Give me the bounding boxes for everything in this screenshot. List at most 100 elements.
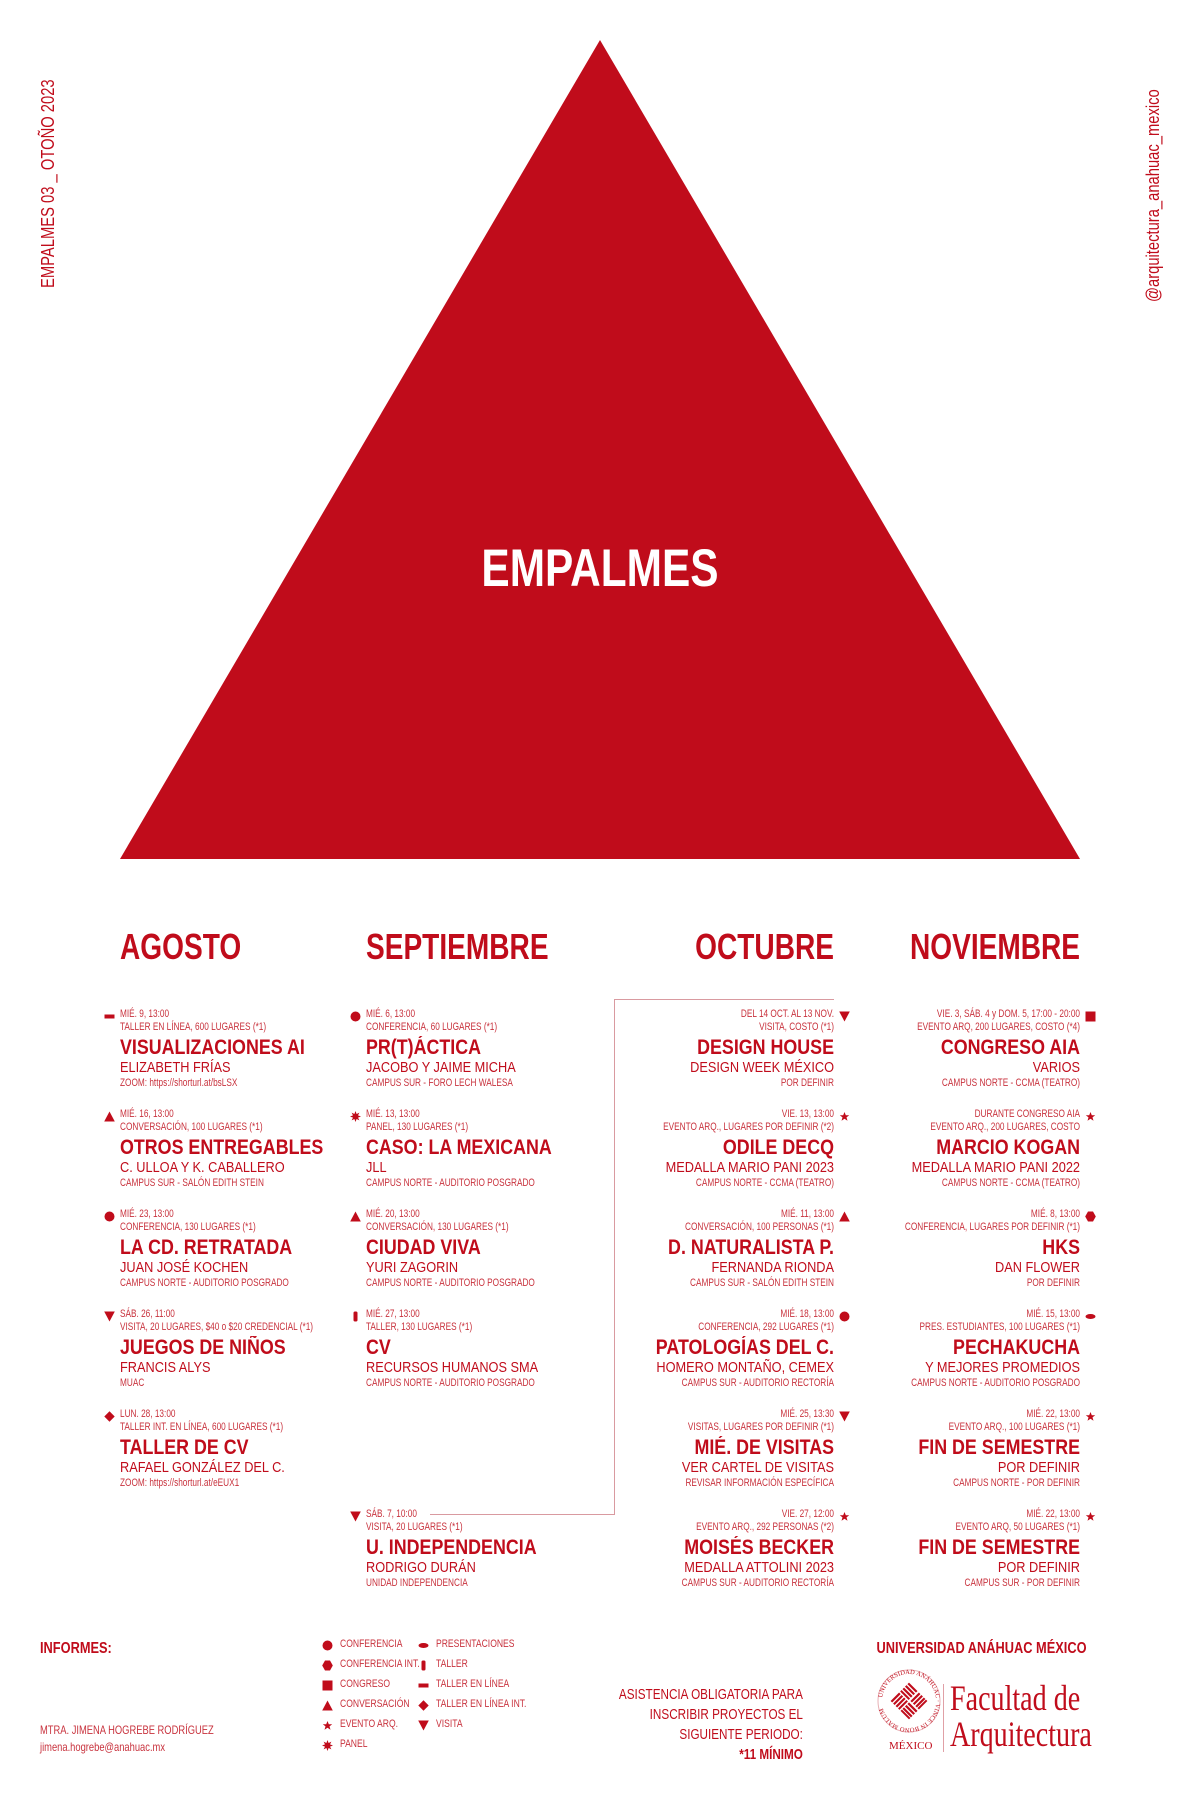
event-card: LUN. 28, 13:00 TALLER INT. EN LÍNEA, 600 …: [104, 1408, 420, 1498]
event-card: MIÉ. 18, 13:00 CONFERENCIA, 292 LUGARES (…: [534, 1308, 850, 1398]
event-location[interactable]: ZOOM: https://shorturl.at/eEUX1: [120, 1477, 240, 1489]
event-date: MIÉ. 23, 13:00: [120, 1208, 174, 1220]
event-title: MOISÉS BECKER: [684, 1536, 834, 1559]
event-subtitle: POR DEFINIR: [997, 1559, 1080, 1576]
event-title: PR(T)ÁCTICA: [366, 1036, 482, 1059]
event-subtitle: JLL: [366, 1159, 387, 1176]
event-subtitle: JACOBO Y JAIME MICHA: [366, 1059, 516, 1076]
event-date: VIE. 13, 13:00: [781, 1108, 834, 1120]
event-title: FIN DE SEMESTRE: [918, 1536, 1080, 1559]
legend-label: EVENTO ARQ.: [340, 1718, 399, 1730]
panel-icon: [350, 1109, 361, 1122]
month-header-noviembre: NOVIEMBRE: [909, 926, 1080, 967]
event-date: MIÉ. 15, 13:00: [1026, 1308, 1080, 1320]
event-card: MIÉ. 9, 13:00 TALLER EN LÍNEA, 600 LUGARE…: [104, 1008, 420, 1098]
event-card: MIÉ. 8, 13:00 CONFERENCIA, LUGARES POR DE…: [780, 1208, 1096, 1298]
event-location: CAMPUS SUR - SALÓN EDITH STEIN: [690, 1277, 834, 1289]
taller-en-linea-icon: [104, 1009, 115, 1020]
faculty-name-line1: Facultad de: [950, 1678, 1081, 1718]
event-title: CV: [366, 1336, 391, 1359]
visita-icon: [418, 1718, 429, 1731]
event-subtitle: JUAN JOSÉ KOCHEN: [120, 1259, 249, 1276]
event-type: TALLER, 130 LUGARES (*1): [366, 1321, 473, 1333]
connector-line-top: [614, 999, 834, 1000]
legend-label: TALLER: [436, 1658, 468, 1670]
evento-arq-icon: [1085, 1109, 1096, 1121]
evento-arq-icon: [322, 1718, 333, 1730]
event-card: VIE. 13, 13:00 EVENTO ARQ., LUGARES POR D…: [534, 1108, 850, 1198]
event-location: CAMPUS NORTE - AUDITORIO POSGRADO: [366, 1377, 535, 1389]
conferencia-int-icon: [322, 1658, 333, 1671]
legend-label: TALLER EN LÍNEA: [436, 1678, 510, 1690]
event-type: CONVERSACIÓN, 130 LUGARES (*1): [366, 1221, 509, 1233]
event-location: CAMPUS SUR - SALÓN EDITH STEIN: [120, 1177, 264, 1189]
event-date: SÁB. 26, 11:00: [120, 1308, 175, 1320]
event-subtitle: RODRIGO DURÁN: [366, 1559, 476, 1576]
contact-email[interactable]: jimena.hogrebe@anahuac.mx: [40, 1740, 166, 1754]
event-subtitle: RAFAEL GONZÁLEZ DEL C.: [120, 1459, 285, 1476]
notice-line: INSCRIBIR PROYECTOS EL: [649, 1706, 803, 1723]
event-title: U. INDEPENDENCIA: [366, 1536, 537, 1559]
event-location: CAMPUS NORTE - AUDITORIO POSGRADO: [366, 1277, 535, 1289]
event-type: PRES. ESTUDIANTES, 100 LUGARES (*1): [919, 1321, 1080, 1333]
notice: ASISTENCIA OBLIGATORIA PARA INSCRIBIR PR…: [619, 1685, 803, 1765]
event-location: CAMPUS SUR - AUDITORIO RECTORÍA: [681, 1377, 834, 1389]
conversacion-icon: [104, 1109, 115, 1122]
event-title: MARCIO KOGAN: [936, 1136, 1080, 1159]
event-type: TALLER EN LÍNEA, 600 LUGARES (*1): [120, 1021, 267, 1033]
event-title: CIUDAD VIVA: [366, 1236, 481, 1259]
taller-en-linea-int-icon: [104, 1409, 115, 1422]
event-card: VIE. 3, SÁB. 4 y DOM. 5, 17:00 - 20:00 EV…: [780, 1008, 1096, 1098]
event-subtitle: VER CARTEL DE VISITAS: [681, 1459, 834, 1476]
faculty-name-line2: Arquitectura: [950, 1714, 1092, 1754]
evento-arq-icon: [1085, 1409, 1096, 1421]
event-title: LA CD. RETRATADA: [120, 1236, 293, 1259]
taller-icon: [418, 1658, 429, 1671]
event-location: CAMPUS NORTE - AUDITORIO POSGRADO: [911, 1377, 1080, 1389]
taller-en-linea-icon: [418, 1678, 429, 1689]
event-card: VIE. 27, 12:00 EVENTO ARQ., 292 PERSONAS …: [534, 1508, 850, 1598]
event-card: MIÉ. 11, 13:00 CONVERSACIÓN, 100 PERSONAS…: [534, 1208, 850, 1298]
evento-arq-icon: [839, 1109, 850, 1121]
event-date: VIE. 27, 12:00: [781, 1508, 834, 1520]
event-location[interactable]: ZOOM: https://shorturl.at/bsLSX: [120, 1077, 238, 1089]
informes-label: INFORMES:: [40, 1640, 112, 1657]
event-location: POR DEFINIR: [780, 1077, 834, 1089]
event-type: VISITA, COSTO (*1): [759, 1021, 834, 1033]
event-title: DESIGN HOUSE: [697, 1036, 834, 1059]
event-date: MIÉ. 18, 13:00: [780, 1308, 834, 1320]
month-header-octubre: OCTUBRE: [695, 926, 834, 967]
presentaciones-icon: [1085, 1309, 1096, 1320]
university-name: UNIVERSIDAD ANÁHUAC MÉXICO: [876, 1640, 1087, 1657]
event-location: CAMPUS NORTE - AUDITORIO POSGRADO: [120, 1277, 289, 1289]
conversacion-icon: [350, 1209, 361, 1222]
event-type: CONFERENCIA, 292 LUGARES (*1): [698, 1321, 834, 1333]
conferencia-icon: [839, 1309, 850, 1322]
event-title: PECHAKUCHA: [953, 1336, 1080, 1359]
event-type: EVENTO ARQ., 292 PERSONAS (*2): [696, 1521, 834, 1533]
visita-icon: [839, 1409, 850, 1422]
event-title: HKS: [1042, 1236, 1080, 1259]
conversacion-icon: [322, 1698, 333, 1711]
event-location: CAMPUS NORTE - CCMA (TEATRO): [941, 1177, 1080, 1189]
event-subtitle: YURI ZAGORIN: [366, 1259, 459, 1276]
event-card: MIÉ. 22, 13:00 EVENTO ARQ, 50 LUGARES (*1…: [780, 1508, 1096, 1598]
legend-label: PANEL: [340, 1738, 368, 1750]
event-location: CAMPUS NORTE - POR DEFINIR: [953, 1477, 1080, 1489]
event-subtitle: DESIGN WEEK MÉXICO: [690, 1059, 834, 1076]
event-subtitle: Y MEJORES PROMEDIOS: [925, 1359, 1080, 1376]
event-location: POR DEFINIR: [1026, 1277, 1080, 1289]
event-title: ODILE DECQ: [722, 1136, 834, 1159]
event-card: MIÉ. 22, 13:00 EVENTO ARQ., 100 LUGARES (…: [780, 1408, 1096, 1498]
event-date: MIÉ. 11, 13:00: [780, 1208, 834, 1220]
legend-label: CONFERENCIA INT.: [340, 1658, 420, 1670]
event-subtitle: HOMERO MONTAÑO, CEMEX: [656, 1359, 834, 1376]
event-date: MIÉ. 16, 13:00: [120, 1108, 174, 1120]
event-type: EVENTO ARQ., 200 LUGARES, COSTO: [930, 1121, 1080, 1133]
event-card: MIÉ. 23, 13:00 CONFERENCIA, 130 LUGARES (…: [104, 1208, 420, 1298]
taller-icon: [350, 1309, 361, 1322]
event-title: JUEGOS DE NIÑOS: [120, 1336, 286, 1359]
event-card: SÁB. 7, 10:00 VISITA, 20 LUGARES (*1) U. I…: [350, 1508, 666, 1598]
event-card: MIÉ. 16, 13:00 CONVERSACIÓN, 100 LUGARES …: [104, 1108, 420, 1198]
event-type: PANEL, 130 LUGARES (*1): [366, 1121, 469, 1133]
